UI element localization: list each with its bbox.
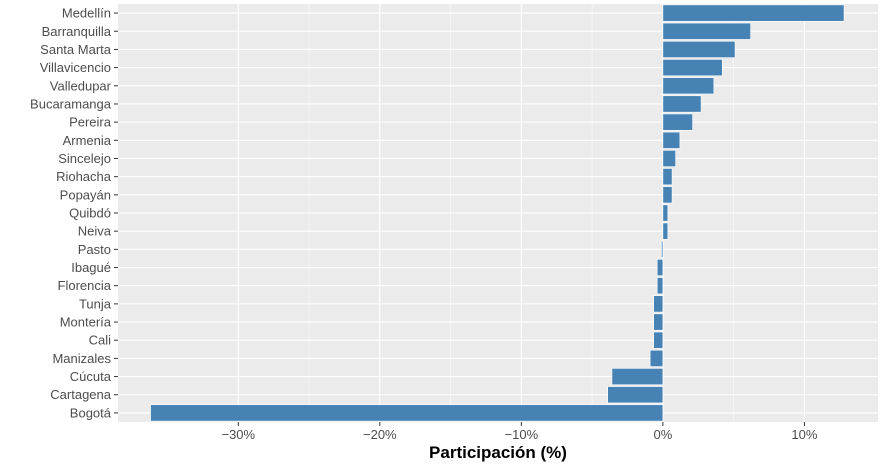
y-tick-label: Armenia	[63, 133, 112, 148]
bar-4	[662, 59, 723, 77]
x-tick-label: 0%	[653, 427, 672, 442]
y-tick-label: Medellín	[62, 6, 111, 21]
bar-10	[662, 168, 673, 186]
bar-23	[150, 404, 664, 422]
y-tick-label: Pasto	[78, 242, 111, 257]
x-tick-label: −10%	[505, 427, 539, 442]
y-tick-label: Tunja	[79, 296, 112, 311]
bar-5	[662, 77, 715, 95]
bar-21	[611, 368, 664, 386]
y-tick-label: Cali	[89, 333, 112, 348]
x-axis: −30% −20% −10% 0% 10%	[221, 422, 818, 442]
bar-8	[662, 131, 681, 149]
y-tick-label: Sincelejo	[58, 151, 111, 166]
x-tick-label: −20%	[363, 427, 397, 442]
bar-13	[662, 222, 669, 240]
bar-20	[649, 349, 664, 367]
y-tick-label: Riohacha	[56, 169, 112, 184]
bars	[150, 4, 845, 422]
bar-11	[662, 186, 673, 204]
bar-2	[662, 22, 751, 40]
bar-16	[656, 277, 664, 295]
y-tick-label: Ibagué	[71, 260, 111, 275]
bar-18	[653, 313, 664, 331]
y-tick-label: Florencia	[58, 278, 112, 293]
bar-17	[653, 295, 664, 313]
y-tick-label: Bogotá	[70, 405, 112, 420]
y-tick-label: Neiva	[78, 224, 112, 239]
bar-3	[662, 40, 736, 58]
bar-15	[656, 259, 664, 276]
y-tick-label: Quibdó	[69, 206, 111, 221]
bar-12	[662, 204, 669, 222]
y-tick-label: Popayán	[60, 187, 111, 202]
y-tick-label: Villavicencio	[40, 60, 111, 75]
x-tick-label: 10%	[791, 427, 817, 442]
y-tick-label: Bucaramanga	[30, 96, 112, 111]
bar-19	[653, 331, 664, 349]
x-axis-title: Participación (%)	[429, 443, 567, 462]
bar-9	[662, 150, 676, 167]
bar-7	[662, 113, 693, 131]
bar-22	[607, 386, 664, 404]
y-tick-label: Barranquilla	[42, 24, 112, 39]
bar-14	[661, 240, 664, 258]
y-tick-label: Santa Marta	[40, 42, 112, 57]
y-tick-label: Pereira	[69, 115, 112, 130]
grid-lines	[118, 4, 878, 422]
bar-1	[662, 4, 845, 22]
y-axis: Medellín Barranquilla Santa Marta Villavice…	[30, 6, 118, 420]
bar-6	[662, 95, 702, 113]
y-tick-label: Cartagena	[50, 387, 111, 402]
y-tick-label: Montería	[60, 315, 112, 330]
y-tick-label: Cúcuta	[70, 369, 112, 384]
x-tick-label: −30%	[221, 427, 255, 442]
y-tick-label: Manizales	[52, 351, 111, 366]
y-tick-label: Valledupar	[50, 78, 112, 93]
